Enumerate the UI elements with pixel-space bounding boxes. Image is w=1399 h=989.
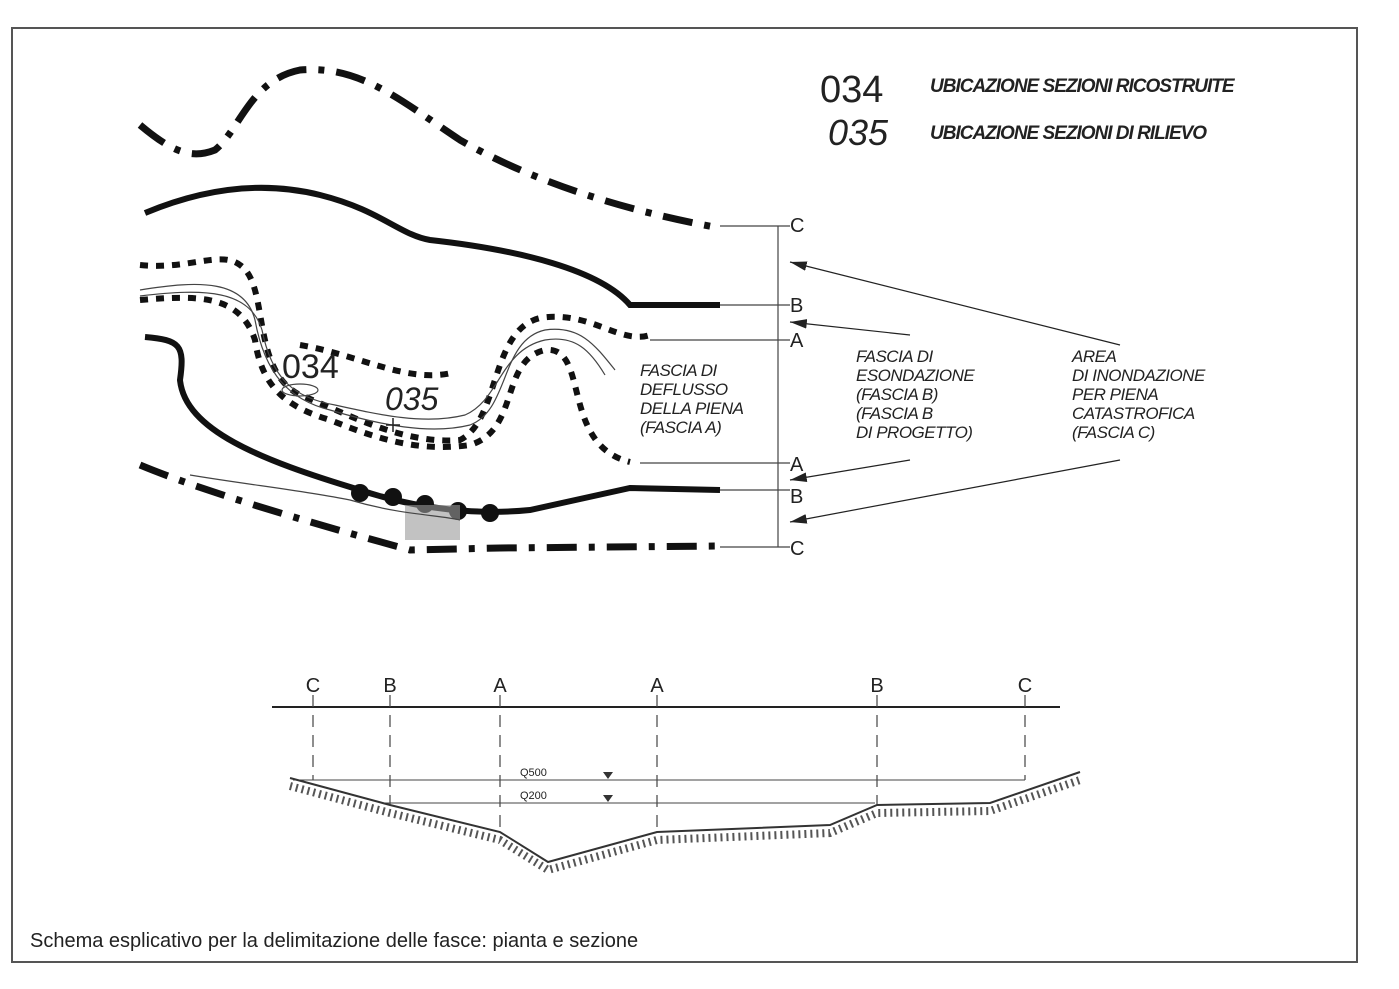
legend-label: UBICAZIONE SEZIONI DI RILIEVO [930,123,1207,144]
boundary-label: C [790,215,804,237]
note-line: (FASCIA B [856,404,933,423]
boundary-label: A [790,454,804,476]
section-label: A [493,675,507,697]
level-label: Q200 [520,790,547,802]
note-line: CATASTROFICA [1072,404,1195,423]
note-line: FASCIA DI [856,347,934,366]
river-bank [139,291,606,420]
limit-b-upper [143,184,720,308]
caption: Schema esplicativo per la delimitazione … [30,930,638,952]
ground-hatch [288,776,1082,875]
river-bank [139,283,616,430]
note-line: DI INONDAZIONE [1072,366,1206,385]
plan-view [137,66,1121,554]
limit-b-lower [144,334,721,515]
legend-code: 034 [820,69,883,111]
legend-label: UBICAZIONE SEZIONI RICOSTRUITE [930,76,1236,97]
legend-code: 035 [828,112,889,153]
level-label: Q500 [520,767,547,779]
note-line: PER PIENA [1072,385,1158,404]
note-line: DEFLUSSO [640,380,728,399]
note-line: (FASCIA B) [856,385,938,404]
note-line: ESONDAZIONE [856,366,975,385]
boundary-label: A [790,330,804,352]
bracket [640,225,790,548]
frame [11,27,1358,963]
limit-a-lower [139,294,631,465]
section-mark [386,418,400,432]
note-line: FASCIA DI [640,361,718,380]
limit-a-upper [139,256,651,444]
section-label: B [383,675,396,697]
boundary-label: C [790,538,804,560]
section-label: A [650,675,664,697]
section-view [272,695,1082,875]
limit-a-inner [299,342,456,379]
note-line: DELLA PIENA [640,399,744,418]
section-label: C [306,675,320,697]
note-line: (FASCIA A) [640,418,721,437]
section-label: B [870,675,883,697]
boundary-label: B [790,295,803,317]
limit-c-upper [137,66,721,232]
section-dividers [312,695,1026,832]
note-line: AREA [1071,347,1116,366]
stream [189,474,461,521]
map-label: 035 [385,381,439,417]
limit-c-lower [138,461,721,554]
map-label: 034 [282,348,339,386]
level-markers [603,772,613,802]
arrows [789,261,1121,524]
ground-profile [289,771,1081,864]
note-line: (FASCIA C) [1072,423,1155,442]
note-line: DI PROGETTO) [856,423,972,442]
section-label: C [1018,675,1032,697]
island [281,383,319,397]
built-area [405,505,460,540]
boundary-label: B [790,486,803,508]
